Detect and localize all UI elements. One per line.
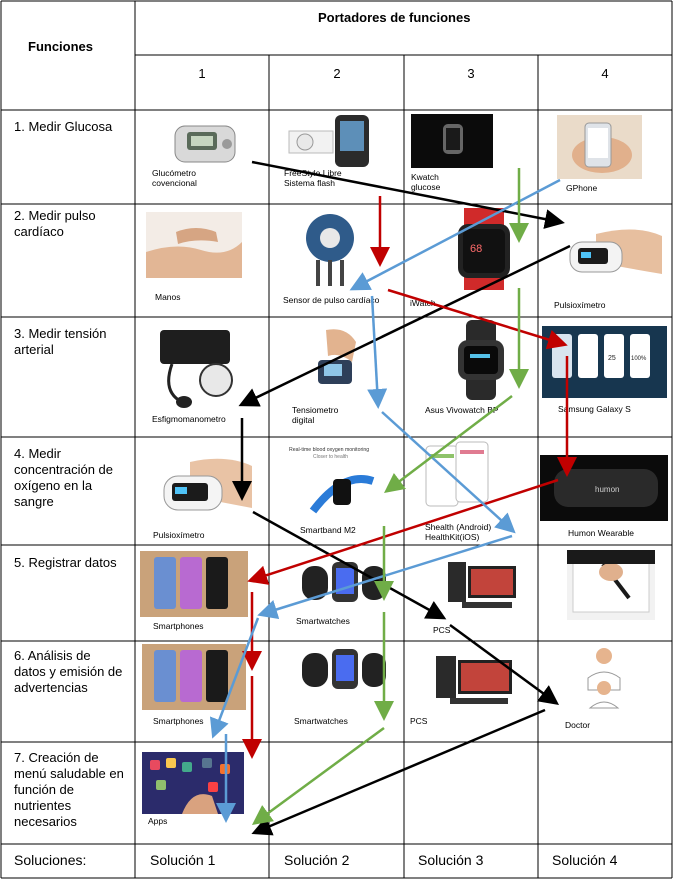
humon-wearable-image: humon [540,455,668,521]
caption-pcs-2: PCS [410,716,428,726]
pulse-sensor-image [306,214,354,286]
solution-1-label: Solución 1 [150,852,216,868]
writing-image [567,550,655,620]
function-label-5: 5. Registrar datos [14,555,117,570]
caption-sphygmomanometer: Esfigmomanometro [152,414,226,424]
caption-kwatch: Kwatch glucose [411,172,441,192]
sphygmomanometer-image [160,330,233,408]
smartband-header-text: Real-time blood oxygen monitoring [289,447,369,453]
caption-smartwatches-2: Smartwatches [294,716,348,726]
caption-pulse-oximeter-1: Pulsioxímetro [554,300,606,310]
solution-2-path [242,196,577,759]
hands-image [146,212,242,278]
column-number-2: 2 [333,66,341,81]
solution-4-label: Solución 4 [552,852,618,868]
caption-smartphones-1: Smartphones [153,621,204,631]
caption-smartwatches-1: Smartwatches [296,616,350,626]
column-number-3: 3 [467,66,475,81]
caption-iwatch: iWatch [410,298,436,308]
caption-smartphones-2: Smartphones [153,716,204,726]
humon-logo-text: humon [595,485,619,494]
pulse-oximeter-image-1 [566,214,662,286]
smartband-m2-image: Real-time blood oxygen monitoring Closer… [283,441,381,523]
solution-3-label: Solución 3 [418,852,484,868]
solutions-label: Soluciones: [14,852,87,868]
samsung-percent-text: 100% [631,356,647,362]
function-label-3: 3. Medir tensión arterial [14,326,107,357]
caption-pulse-sensor: Sensor de pulso cardíaco [283,295,380,305]
solution-1-path [232,160,571,836]
caption-glucometer: Glucómetro covencional [152,168,197,188]
caption-tensiometer: Tensiometro digital [292,405,339,425]
caption-humon: Humon Wearable [568,528,634,538]
freestyle-libre-image [288,115,369,167]
caption-samsung-galaxy: Samsung Galaxy S [558,404,631,414]
function-label-1: 1. Medir Glucosa [14,119,113,134]
caption-shealth-healthkit: Shealth (Android) HealthKit(iOS) [425,522,492,542]
column-number-4: 4 [601,66,609,81]
column-number-1: 1 [198,66,206,81]
caption-pcs-1: PCS [433,625,451,635]
caption-asus-vivowatch: Asus Vivowatch BP [425,405,499,415]
kwatch-image [411,114,493,168]
smartwatches-image-2 [302,649,386,689]
solution-2-label: Solución 2 [284,852,350,868]
doctor-image [587,648,621,709]
caption-hands: Manos [155,292,181,302]
pcs-image-1 [448,562,516,608]
function-label-4: 4. Medir concentración de oxígeno en la … [14,446,114,509]
caption-apps: Apps [148,816,168,826]
iwatch-image: 68 [458,208,510,290]
smartphones-image-2 [142,644,246,710]
caption-gphone: GPhone [566,183,598,193]
pcs-image-2 [436,656,512,704]
smartphones-image-1 [140,551,248,617]
gphone-image [557,115,642,179]
glucometer-image [174,125,236,163]
carriers-header: Portadores de funciones [318,10,471,25]
functions-header: Funciones [28,39,94,54]
solution-4-path [251,168,529,825]
smartband-sub-text: Closer to health [313,454,348,460]
solution-3-path [209,178,561,823]
asus-vivowatch-image [458,320,504,400]
function-label-7: 7. Creación de menú saludable en función… [14,750,124,829]
caption-smartband: Smartband M2 [300,525,356,535]
iwatch-bpm-text: 68 [470,243,482,255]
caption-pulse-oximeter-2: Pulsioxímetro [153,530,205,540]
caption-doctor: Doctor [565,720,591,730]
digital-tensiometer-image [296,322,362,400]
samsung-number-text: 25 [608,355,616,362]
function-label-6: 6. Análisis de datos y emisión de advert… [14,648,123,695]
function-label-2: 2. Medir pulso cardíaco [14,208,96,239]
